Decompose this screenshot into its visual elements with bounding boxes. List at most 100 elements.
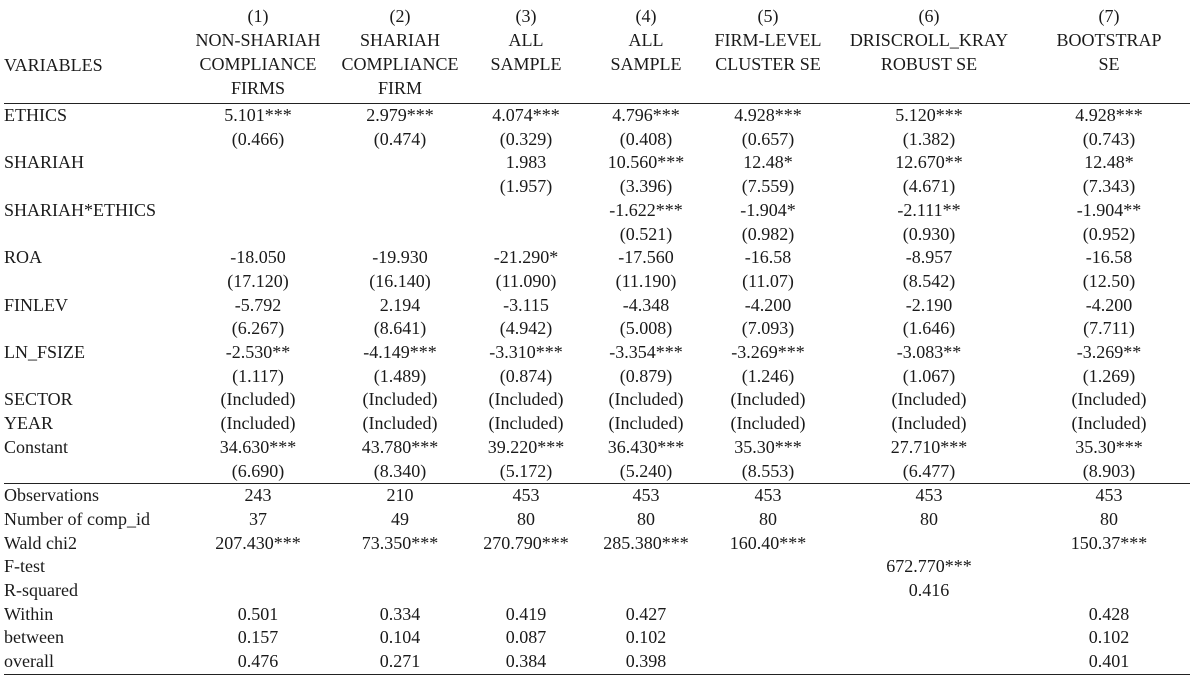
row-label: overall <box>4 650 182 675</box>
table-cell: 0.271 <box>334 650 466 675</box>
column-title-line <box>466 76 586 100</box>
table-cell: (Included) <box>220 413 296 434</box>
table-cell: 453 <box>1095 485 1123 506</box>
column-title-line: FIRMS <box>230 78 286 98</box>
stat-row: Number of comp_id 37 49 80 80 80 80 80 <box>4 508 1190 532</box>
table-cell: -3.083** <box>896 342 962 363</box>
table-cell: (3.396) <box>619 176 673 197</box>
table-cell: (0.657) <box>741 128 795 149</box>
se-row: (1.957) (3.396) (7.559) (4.671) (7.343) <box>4 175 1190 199</box>
table-cell <box>182 579 334 603</box>
table-cell: -8.957 <box>905 247 953 268</box>
table-cell: -4.348 <box>622 294 670 315</box>
row-label: Wald chi2 <box>4 532 78 553</box>
table-cell <box>334 555 466 579</box>
table-cell: 453 <box>915 485 943 506</box>
table-cell: (1.269) <box>1082 365 1136 386</box>
table-cell: 150.37*** <box>1070 532 1148 553</box>
table-cell: -16.58 <box>1085 247 1133 268</box>
table-cell: (6.477) <box>830 459 1028 485</box>
table-cell: 80 <box>920 508 938 529</box>
column-title-line: FIRM <box>377 78 422 98</box>
row-label <box>4 459 182 485</box>
column-number: (5) <box>757 6 779 26</box>
table-cell: (0.408) <box>619 128 673 149</box>
table-cell: -21.290* <box>493 247 559 268</box>
table-cell: 0.334 <box>379 603 421 624</box>
column-header-7: (7) BOOTSTRAP SE <box>1028 4 1190 104</box>
column-header-4: (4) ALL SAMPLE <box>586 4 706 104</box>
table-cell: (7.711) <box>1083 318 1135 339</box>
column-title-line <box>586 76 706 100</box>
se-row: (0.521) (0.982) (0.930) (0.952) <box>4 223 1190 247</box>
table-cell: 80 <box>759 508 777 529</box>
column-title-line: ROBUST SE <box>880 54 978 74</box>
row-label: F-test <box>4 556 46 577</box>
column-title-line: NON-SHARIAH <box>195 30 321 50</box>
column-header-1: (1) NON-SHARIAH COMPLIANCE FIRMS <box>182 4 334 104</box>
table-cell: (Included) <box>730 389 806 410</box>
table-cell: 12.670** <box>895 152 963 173</box>
coef-row: FINLEV -5.792 2.194 -3.115 -4.348 -4.200 -2.19… <box>4 294 1190 318</box>
table-cell: 207.430*** <box>215 532 301 553</box>
table-cell: 0.419 <box>505 603 547 624</box>
table-cell: 12.48* <box>743 152 793 173</box>
table-cell: 0.102 <box>625 627 667 648</box>
table-cell: -17.560 <box>618 247 674 268</box>
table-cell: (0.474) <box>373 128 427 149</box>
table-cell: 35.30*** <box>1075 436 1143 457</box>
row-label: Constant <box>4 436 69 457</box>
table-cell: 5.101*** <box>224 105 292 125</box>
table-cell: (8.542) <box>902 270 956 291</box>
table-cell: 160.40*** <box>729 532 807 553</box>
table-cell: (5.008) <box>619 318 673 339</box>
row-label: SECTOR <box>4 389 73 410</box>
stat-row: Within 0.501 0.334 0.419 0.427 0.428 <box>4 603 1190 627</box>
table-cell <box>830 626 1028 650</box>
table-cell: 453 <box>754 485 782 506</box>
column-title-line: FIRM-LEVEL <box>714 30 822 50</box>
row-label: LN_FSIZE <box>4 342 85 363</box>
table-cell <box>706 626 830 650</box>
table-cell: 2.194 <box>379 294 421 315</box>
table-cell: 36.430*** <box>607 436 685 457</box>
table-cell: -1.622*** <box>609 199 683 220</box>
table-cell: (11.07) <box>742 270 794 291</box>
column-title-line: COMPLIANCE <box>341 54 459 74</box>
table-cell: -16.58 <box>744 247 792 268</box>
table-cell: (1.646) <box>902 318 956 339</box>
table-cell: 0.384 <box>466 650 586 675</box>
table-cell: 243 <box>244 485 272 506</box>
table-cell: 0.087 <box>505 627 547 648</box>
stat-row: F-test 672.770*** <box>4 555 1190 579</box>
table-cell: (Included) <box>730 413 806 434</box>
table-cell: 43.780*** <box>361 436 439 457</box>
table-cell: (4.942) <box>499 318 553 339</box>
table-cell: 453 <box>512 485 540 506</box>
fixed-effect-row: YEAR (Included) (Included) (Included) (Inclu… <box>4 412 1190 436</box>
table-cell: (16.140) <box>369 270 431 291</box>
stat-row: between 0.157 0.104 0.087 0.102 0.102 <box>4 626 1190 650</box>
table-cell: 12.48* <box>1084 152 1134 173</box>
table-cell: (Included) <box>362 389 438 410</box>
table-cell: (Included) <box>362 413 438 434</box>
column-header-5: (5) FIRM-LEVEL CLUSTER SE <box>706 4 830 104</box>
table-cell: (8.903) <box>1028 459 1190 485</box>
table-cell: 2.979*** <box>366 105 434 125</box>
variables-header: VARIABLES <box>4 4 182 104</box>
table-cell: (7.093) <box>741 318 795 339</box>
table-cell: (0.329) <box>499 128 553 149</box>
table-cell <box>466 579 586 603</box>
table-cell: (0.879) <box>619 365 673 386</box>
table-cell: -5.792 <box>234 294 282 315</box>
row-label: Number of comp_id <box>4 508 150 529</box>
table-cell: (0.982) <box>741 223 795 244</box>
table-cell: 0.476 <box>182 650 334 675</box>
table-cell: (Included) <box>891 413 967 434</box>
table-cell: -3.269** <box>1076 342 1142 363</box>
table-cell <box>706 603 830 627</box>
coef-row: SHARIAH*ETHICS -1.622*** -1.904* -2.111** -… <box>4 199 1190 223</box>
table-cell: 27.710*** <box>890 436 968 457</box>
column-number: (3) <box>515 6 537 26</box>
table-cell <box>334 175 466 199</box>
